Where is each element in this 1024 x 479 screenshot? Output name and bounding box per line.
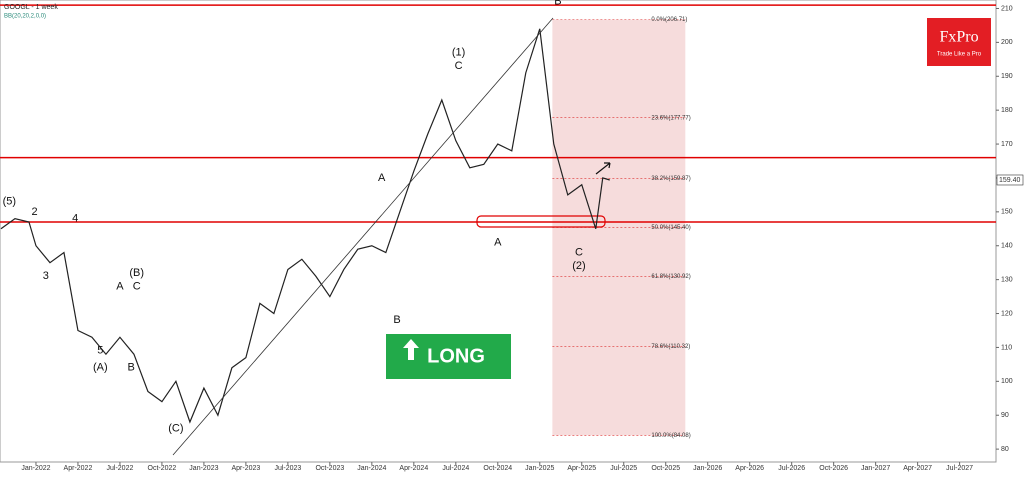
fib-label: 38.2%(159.87) — [651, 176, 690, 182]
x-tick-label: Apr-2026 — [735, 465, 764, 472]
up-arrow — [403, 339, 419, 360]
trend-line — [172, 17, 554, 456]
fib-label: 100.0%(84.08) — [651, 433, 690, 439]
long-signal — [386, 334, 511, 379]
x-tick-label: Apr-2022 — [64, 465, 93, 472]
fib-label: 23.6%(177.77) — [651, 115, 690, 121]
x-tick-label: Jul-2027 — [946, 465, 973, 472]
wave-label: A — [378, 172, 386, 184]
last-price-box — [996, 174, 1024, 186]
wave-label: 3 — [43, 270, 49, 282]
fib-label: 0.0%(206.71) — [651, 17, 687, 23]
y-tick-label: 120 — [1001, 310, 1013, 317]
x-tick-label: Oct-2022 — [148, 465, 177, 472]
x-tick-label: Jan-2027 — [861, 465, 890, 472]
x-tick-label: Jul-2025 — [610, 465, 637, 472]
price-line — [0, 28, 610, 424]
y-tick-label: 140 — [1001, 243, 1013, 250]
x-tick-label: Apr-2024 — [399, 465, 428, 472]
y-tick-label: 90 — [1001, 412, 1009, 419]
wave-label: (B) — [129, 267, 144, 279]
y-tick-label: 80 — [1001, 446, 1009, 453]
y-tick-label: 200 — [1001, 39, 1013, 46]
y-tick-label: 100 — [1001, 378, 1013, 385]
long-label: LONG — [427, 345, 485, 367]
wave-label: (1) — [452, 46, 465, 58]
x-tick-label: Apr-2025 — [567, 465, 596, 472]
fib-label: 78.6%(110.32) — [651, 344, 690, 350]
x-tick-label: Apr-2023 — [231, 465, 260, 472]
x-tick-label: Jan-2026 — [693, 465, 722, 472]
wave-label: 5 — [97, 345, 103, 357]
wave-label: (C) — [168, 423, 183, 435]
last-price-label: 159.40 — [999, 177, 1021, 184]
wave-label: C — [455, 60, 463, 72]
y-tick-label: 210 — [1001, 5, 1013, 12]
wave-label: C — [133, 280, 141, 292]
wave-label: (5) — [3, 196, 16, 208]
x-tick-label: Oct-2026 — [819, 465, 848, 472]
logo-tagline: Trade Like a Pro — [937, 52, 982, 58]
x-tick-label: Oct-2024 — [483, 465, 512, 472]
y-tick-label: 130 — [1001, 276, 1013, 283]
indicator-label: BB(20,20,2,0,0) — [4, 14, 46, 20]
logo-text: FxPro — [939, 29, 978, 46]
x-tick-label: Jan-2024 — [357, 465, 386, 472]
x-tick-label: Jul-2024 — [442, 465, 469, 472]
plot-frame — [0, 0, 997, 463]
wave-label: B — [554, 0, 561, 8]
y-tick-label: 180 — [1001, 107, 1013, 114]
wave-label: C — [575, 246, 583, 258]
x-tick-label: Jan-2022 — [21, 465, 50, 472]
y-tick-label: 190 — [1001, 73, 1013, 80]
wave-label: (A) — [93, 362, 108, 374]
x-tick-label: Apr-2027 — [903, 465, 932, 472]
chart-title: GOOGL - 1 week — [4, 4, 58, 11]
fib-label: 50.0%(145.40) — [651, 225, 690, 231]
projection-arrow — [595, 162, 611, 175]
x-tick-label: Jan-2023 — [189, 465, 218, 472]
logo — [927, 18, 991, 66]
wave-label: 2 — [32, 206, 38, 218]
y-tick-label: 110 — [1001, 344, 1012, 351]
x-tick-label: Jul-2023 — [274, 465, 301, 472]
wave-label: A — [494, 236, 502, 248]
fib-label: 61.8%(130.92) — [651, 274, 690, 280]
x-tick-label: Jan-2025 — [525, 465, 554, 472]
support-zone — [476, 215, 606, 228]
x-tick-label: Jul-2026 — [778, 465, 805, 472]
x-tick-label: Oct-2025 — [651, 465, 680, 472]
wave-label: B — [393, 314, 400, 326]
y-tick-label: 170 — [1001, 141, 1013, 148]
wave-label: B — [127, 362, 134, 374]
wave-label: 4 — [72, 213, 78, 225]
x-tick-label: Oct-2023 — [315, 465, 344, 472]
wave-label: (2) — [572, 260, 585, 272]
x-tick-label: Jul-2022 — [107, 465, 134, 472]
wave-label: A — [116, 280, 124, 292]
y-tick-label: 150 — [1001, 209, 1013, 216]
